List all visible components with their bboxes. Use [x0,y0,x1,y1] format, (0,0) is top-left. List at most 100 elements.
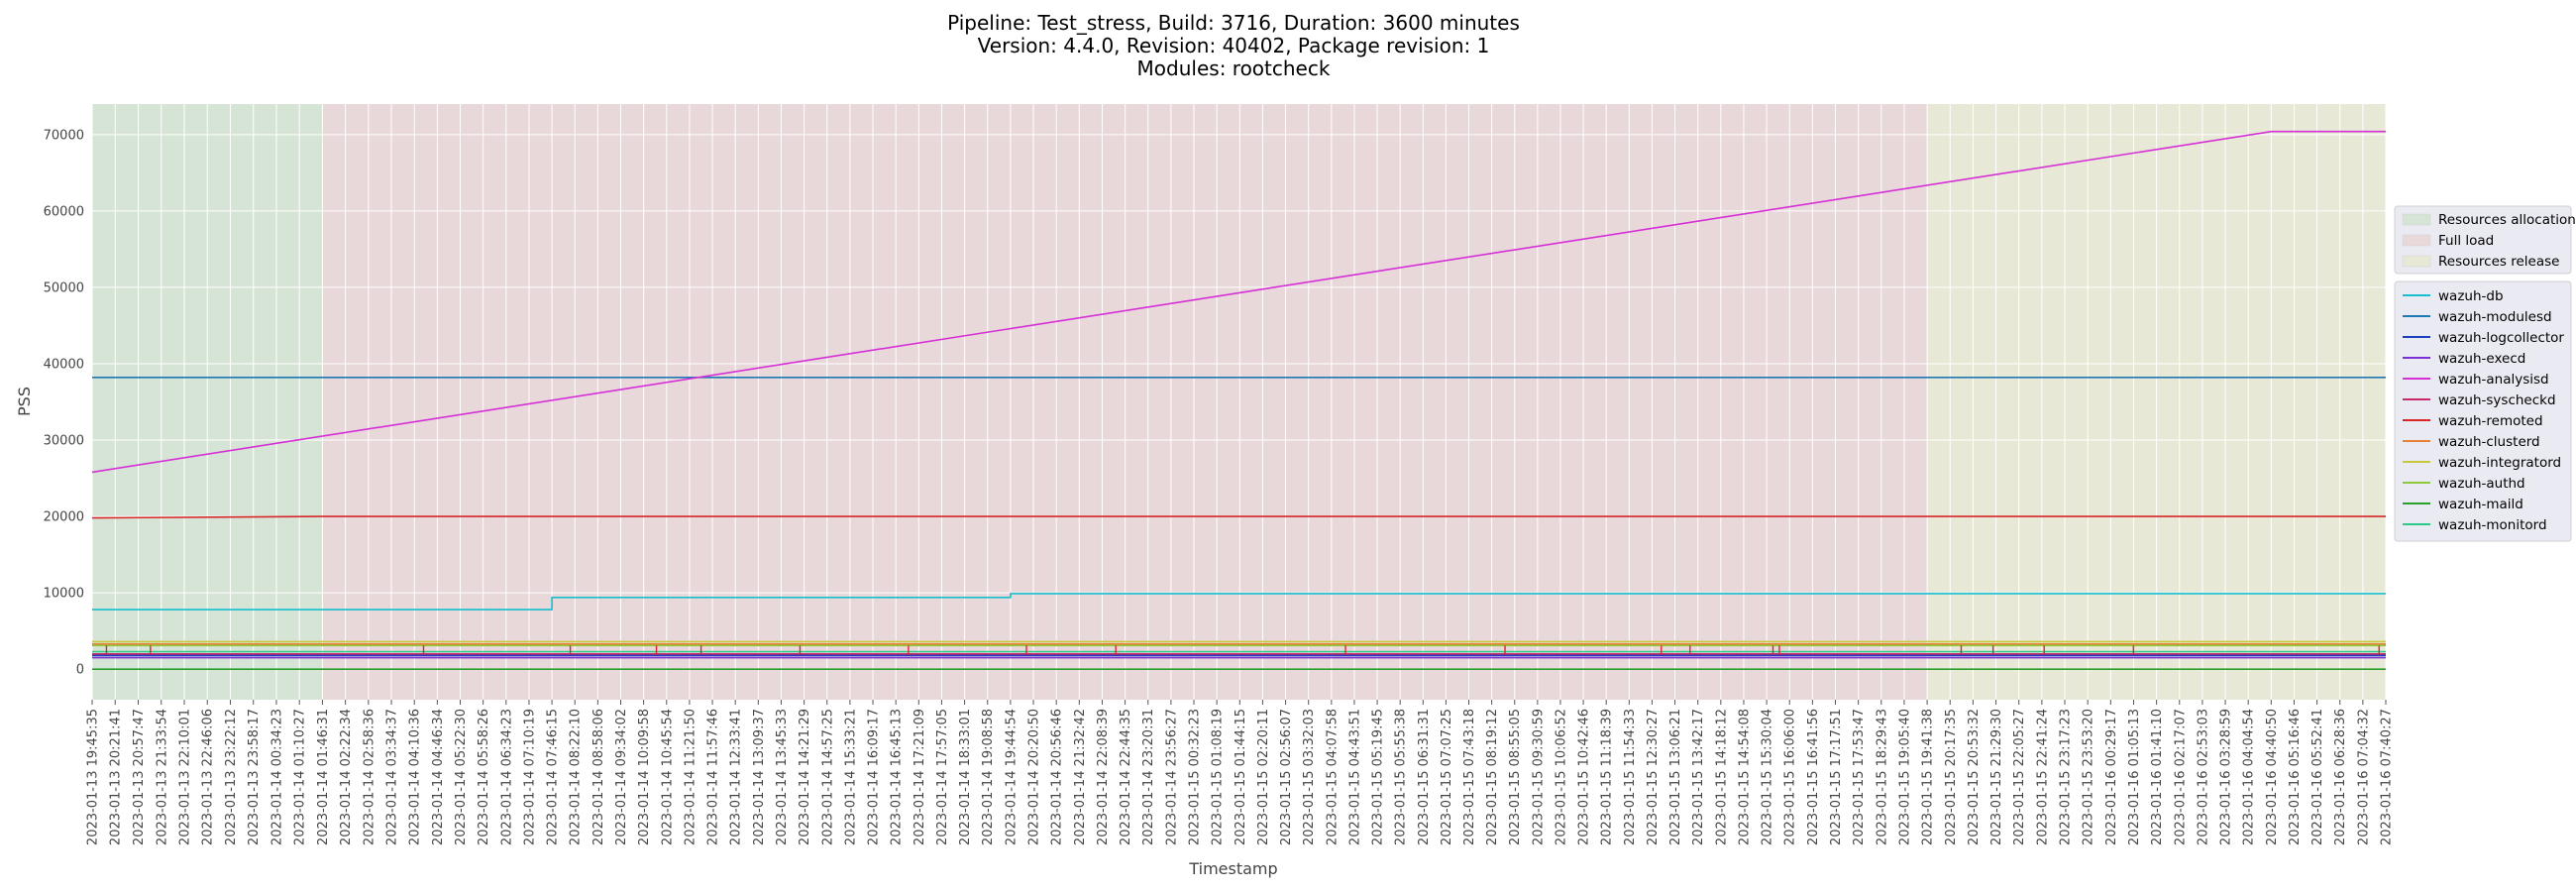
x-tick-label-1: 2023-01-13 20:21:41 [109,709,124,845]
x-tick-label-17: 2023-01-14 05:58:26 [477,709,491,845]
x-tick-label-81: 2023-01-15 20:17:35 [1944,709,1959,845]
x-tick-label-65: 2023-01-15 10:42:46 [1577,709,1592,845]
x-tick-label-39: 2023-01-14 19:08:58 [981,709,996,845]
y-tick-label-3: 30000 [44,434,84,449]
legend-series-frame [2394,280,2572,542]
legend-phase-swatch-2 [2402,255,2431,268]
x-tick-label-52: 2023-01-15 02:56:07 [1279,709,1294,845]
legend-series: wazuh-db wazuh-modulesd wazuh-logcollector… [2394,280,2572,542]
x-tick-label-7: 2023-01-13 23:58:17 [247,709,262,845]
legend-phase-label-2: Resources release [2438,254,2559,270]
x-tick-label-21: 2023-01-14 08:22:10 [569,709,584,845]
series-line-wazuh-analysisd [91,130,2386,474]
x-tick-label-63: 2023-01-15 09:30:59 [1531,709,1546,845]
x-tick-label-97: 2023-01-16 05:52:41 [2310,709,2325,845]
x-tick-label-37: 2023-01-14 17:57:05 [935,709,950,845]
x-tick-label-36: 2023-01-14 17:21:09 [912,709,927,845]
y-tick-label-7: 70000 [44,128,84,143]
legend-series-label-0: wazuh-db [2438,288,2504,304]
x-tick-label-18: 2023-01-14 06:34:23 [499,709,514,845]
x-tick-label-58: 2023-01-15 06:31:31 [1417,709,1432,845]
legend-phases: Resources allocation Full load Resources r… [2394,205,2576,275]
x-tick-label-51: 2023-01-15 02:20:11 [1256,709,1271,845]
x-tick-label-15: 2023-01-14 04:46:34 [431,709,446,845]
x-tick-label-82: 2023-01-15 20:53:32 [1967,709,1982,845]
legend-series-label-3: wazuh-execd [2438,351,2525,367]
x-tick-label-94: 2023-01-16 04:04:54 [2242,709,2257,845]
x-tick-label-10: 2023-01-14 01:46:31 [316,709,331,845]
legend-series-label-11: wazuh-monitord [2438,517,2547,533]
x-tick-label-49: 2023-01-15 01:08:19 [1211,709,1226,845]
x-tick-label-62: 2023-01-15 08:55:05 [1508,709,1523,845]
x-tick-label-96: 2023-01-16 05:16:46 [2288,709,2303,845]
x-tick-label-75: 2023-01-15 16:41:56 [1806,709,1821,845]
x-tick-label-23: 2023-01-14 09:34:02 [614,709,629,845]
x-tick-label-55: 2023-01-15 04:43:51 [1347,709,1362,845]
x-tick-label-92: 2023-01-16 02:53:03 [2196,709,2210,845]
legend-series-label-10: wazuh-maild [2438,497,2523,512]
legend-series-label-4: wazuh-analysisd [2438,372,2549,388]
x-tick-label-53: 2023-01-15 03:32:03 [1302,709,1317,845]
x-tick-label-12: 2023-01-14 02:58:36 [362,709,376,845]
plot-area: 0 10000 20000 30000 40000 50000 60000 70000 2023… [44,104,2395,845]
x-tick-label-22: 2023-01-14 08:58:06 [591,709,606,845]
x-tick-label-87: 2023-01-15 23:53:20 [2082,709,2096,845]
legend-phase-label-1: Full load [2438,233,2494,249]
y-axis-label: PSS [15,387,34,416]
x-tick-label-30: 2023-01-14 13:45:33 [775,709,790,845]
x-tick-label-32: 2023-01-14 14:57:25 [820,709,835,845]
x-tick-label-100: 2023-01-16 07:40:27 [2380,709,2395,845]
x-tick-label-78: 2023-01-15 18:29:43 [1875,709,1889,845]
x-axis-label: Timestamp [1188,859,1277,878]
x-tick-label-16: 2023-01-14 05:22:30 [454,709,469,845]
x-tick-label-20: 2023-01-14 07:46:15 [546,709,561,845]
x-tick-label-98: 2023-01-16 06:28:36 [2333,709,2348,845]
x-tick-label-66: 2023-01-15 11:18:39 [1600,709,1615,845]
x-tick-label-67: 2023-01-15 11:54:33 [1623,709,1638,845]
legend-series-label-6: wazuh-remoted [2438,413,2543,429]
title-line-3: Modules: rootcheck [1137,56,1331,80]
x-tick-label-45: 2023-01-14 22:44:35 [1119,709,1133,845]
x-tick-label-0: 2023-01-13 19:45:35 [86,709,101,845]
x-tick-label-34: 2023-01-14 16:09:17 [867,709,882,845]
x-tick-label-27: 2023-01-14 11:57:46 [706,709,721,845]
x-tick-label-90: 2023-01-16 01:41:10 [2150,709,2165,845]
x-tick-label-13: 2023-01-14 03:34:37 [385,709,400,845]
y-tick-label-2: 20000 [44,510,84,525]
x-tick-label-3: 2023-01-13 21:33:54 [155,709,169,845]
x-tick-label-54: 2023-01-15 04:07:58 [1325,709,1340,845]
x-tick-label-56: 2023-01-15 05:19:45 [1371,709,1386,845]
series-line-wazuh-db [92,593,2386,611]
x-tick-label-89: 2023-01-16 01:05:13 [2127,709,2142,845]
x-tick-label-41: 2023-01-14 20:20:50 [1027,709,1042,845]
x-tick-label-74: 2023-01-15 16:06:00 [1783,709,1798,845]
chart-title: Pipeline: Test_stress, Build: 3716, Dura… [947,11,1520,80]
x-tick-label-4: 2023-01-13 22:10:01 [178,709,193,845]
title-line-2: Version: 4.4.0, Revision: 40402, Package… [978,34,1490,57]
x-tick-label-64: 2023-01-15 10:06:52 [1554,709,1568,845]
title-line-1: Pipeline: Test_stress, Build: 3716, Dura… [947,11,1520,35]
x-tick-label-79: 2023-01-15 19:05:40 [1897,709,1912,845]
x-tick-label-19: 2023-01-14 07:10:19 [522,709,537,845]
legend-series-label-2: wazuh-logcollector [2438,330,2564,346]
x-tick-label-47: 2023-01-14 23:56:27 [1164,709,1179,845]
x-tick-label-46: 2023-01-14 23:20:31 [1141,709,1156,845]
legend-phase-swatch-0 [2402,213,2431,226]
y-tick-label-6: 60000 [44,204,84,219]
x-tick-label-29: 2023-01-14 13:09:37 [752,709,767,845]
x-tick-label-8: 2023-01-14 00:34:23 [269,709,284,845]
x-tick-label-83: 2023-01-15 21:29:30 [1989,709,2004,845]
legend-series-label-9: wazuh-authd [2438,476,2525,492]
legend-series-label-7: wazuh-clusterd [2438,434,2540,450]
x-tick-label-44: 2023-01-14 22:08:39 [1096,709,1111,845]
x-tick-label-28: 2023-01-14 12:33:41 [729,709,744,845]
x-tick-label-38: 2023-01-14 18:33:01 [958,709,973,845]
x-tick-label-43: 2023-01-14 21:32:42 [1073,709,1088,845]
x-tick-label-69: 2023-01-15 13:06:21 [1668,709,1683,845]
legend-phase-swatch-1 [2402,234,2431,247]
x-tick-label-86: 2023-01-15 23:17:23 [2059,709,2074,845]
x-tick-label-71: 2023-01-15 14:18:12 [1714,709,1729,845]
legend-phase-label-0: Resources allocation [2438,212,2576,228]
x-tick-label-26: 2023-01-14 11:21:50 [683,709,698,845]
